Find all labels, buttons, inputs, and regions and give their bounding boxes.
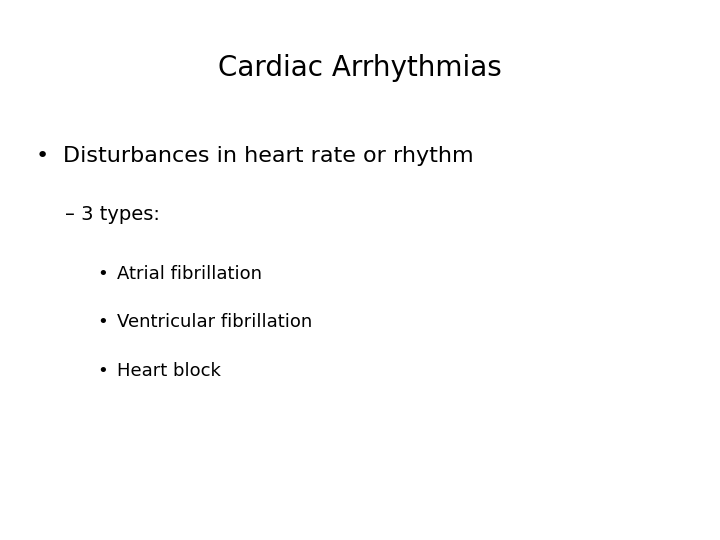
Text: •: • [97,362,108,380]
Text: Atrial fibrillation: Atrial fibrillation [117,265,262,282]
Text: Heart block: Heart block [117,362,221,380]
Text: •: • [97,265,108,282]
Text: Ventricular fibrillation: Ventricular fibrillation [117,313,312,331]
Text: •: • [36,146,49,166]
Text: Disturbances in heart rate or rhythm: Disturbances in heart rate or rhythm [63,146,474,166]
Text: Cardiac Arrhythmias: Cardiac Arrhythmias [218,54,502,82]
Text: •: • [97,313,108,331]
Text: – 3 types:: – 3 types: [65,205,160,224]
